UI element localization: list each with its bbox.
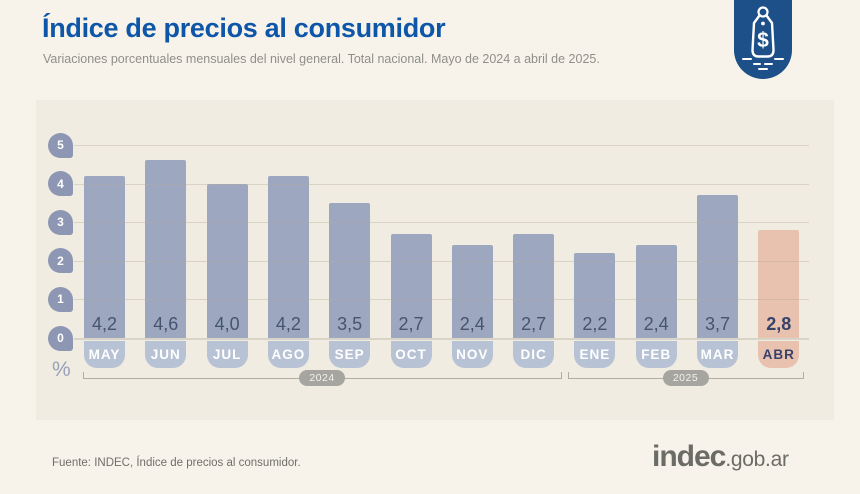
year-label-2025: 2025 — [662, 370, 709, 386]
year-bracket-tick-2025-0 — [568, 372, 569, 379]
month-label-ago: AGO — [267, 341, 309, 368]
bar-value-sep: 3,5 — [337, 314, 363, 334]
gridline-0 — [74, 338, 809, 340]
year-bracket-tick-2024-0 — [83, 372, 84, 379]
gridline-2 — [74, 260, 809, 262]
month-label-jun: JUN — [145, 341, 187, 368]
bar-value-nov: 2,4 — [459, 314, 485, 334]
indec-logo: indec.gob.ar — [652, 440, 789, 474]
month-label-ene: ENE — [574, 341, 616, 368]
bar-value-mar: 3,7 — [704, 314, 731, 334]
y-axis-tick-pin-3: 3 — [48, 209, 73, 235]
bar-feb[interactable] — [635, 245, 677, 338]
month-label-feb: FEB — [635, 341, 677, 368]
bar-dic[interactable] — [513, 233, 555, 338]
page-subtitle: Variaciones porcentuales mensuales del n… — [43, 52, 600, 66]
bar-value-may: 4,2 — [91, 314, 118, 334]
page-title: Índice de precios al consumidor — [42, 13, 446, 43]
gridline-3 — [74, 222, 809, 224]
y-axis-tick-pin-2: 2 — [48, 248, 73, 274]
month-label-abr: ABR — [758, 341, 800, 368]
y-axis-tick-pin-1: 1 — [48, 286, 73, 312]
bar-nov[interactable] — [451, 245, 493, 338]
month-label-oct: OCT — [390, 341, 432, 368]
gridline-4 — [74, 183, 809, 185]
bar-abr[interactable] — [758, 229, 800, 338]
percent-axis-label: % — [52, 358, 71, 381]
price-tag-icon: $ — [734, 0, 792, 79]
year-bracket-tick-2024-1 — [561, 372, 562, 379]
bar-value-jun: 4,6 — [153, 314, 179, 334]
y-axis-tick-pin-4: 4 — [48, 171, 73, 197]
bar-sep[interactable] — [329, 202, 371, 338]
year-bracket-tick-2025-1 — [803, 372, 804, 379]
gridline-5 — [74, 145, 809, 146]
bar-value-ago: 4,2 — [275, 314, 301, 334]
year-label-2024: 2024 — [299, 370, 345, 386]
indec-logo-suffix: .gob.ar — [725, 448, 789, 471]
y-axis-tick-pin-0: 0 — [48, 325, 73, 351]
bar-ene[interactable] — [574, 253, 616, 338]
bar-value-ene: 2,2 — [582, 314, 608, 334]
month-label-sep: SEP — [329, 341, 371, 368]
bar-value-dic: 2,7 — [521, 314, 547, 334]
bar-oct[interactable] — [390, 233, 432, 338]
month-label-jul: JUL — [206, 341, 248, 368]
bar-ago[interactable] — [267, 175, 309, 338]
bar-jun[interactable] — [145, 160, 187, 338]
bar-value-jul: 4,0 — [214, 314, 240, 334]
gridline-1 — [74, 299, 809, 301]
chart-panel: 0 1 2 3 4 5 4,2 MAY 4,6 JUN 4,0 JUL 4,2 AGO 3,5 SEP 2,7 O… — [36, 100, 834, 420]
bar-value-feb: 2,4 — [643, 314, 669, 334]
bar-value-abr: 2,8 — [766, 314, 792, 334]
bar-value-oct: 2,7 — [398, 314, 424, 334]
month-label-mar: MAR — [697, 341, 738, 368]
source-note: Fuente: INDEC, Índice de precios al cons… — [52, 457, 301, 469]
bar-jul[interactable] — [206, 183, 248, 338]
svg-text:$: $ — [757, 29, 769, 52]
month-label-nov: NOV — [451, 341, 493, 368]
bar-mar[interactable] — [697, 195, 738, 338]
y-axis-tick-pin-5: 5 — [48, 132, 73, 158]
month-label-dic: DIC — [513, 341, 555, 368]
month-label-may: MAY — [84, 341, 125, 368]
bar-may[interactable] — [84, 175, 125, 338]
indec-logo-text: indec — [652, 440, 726, 473]
